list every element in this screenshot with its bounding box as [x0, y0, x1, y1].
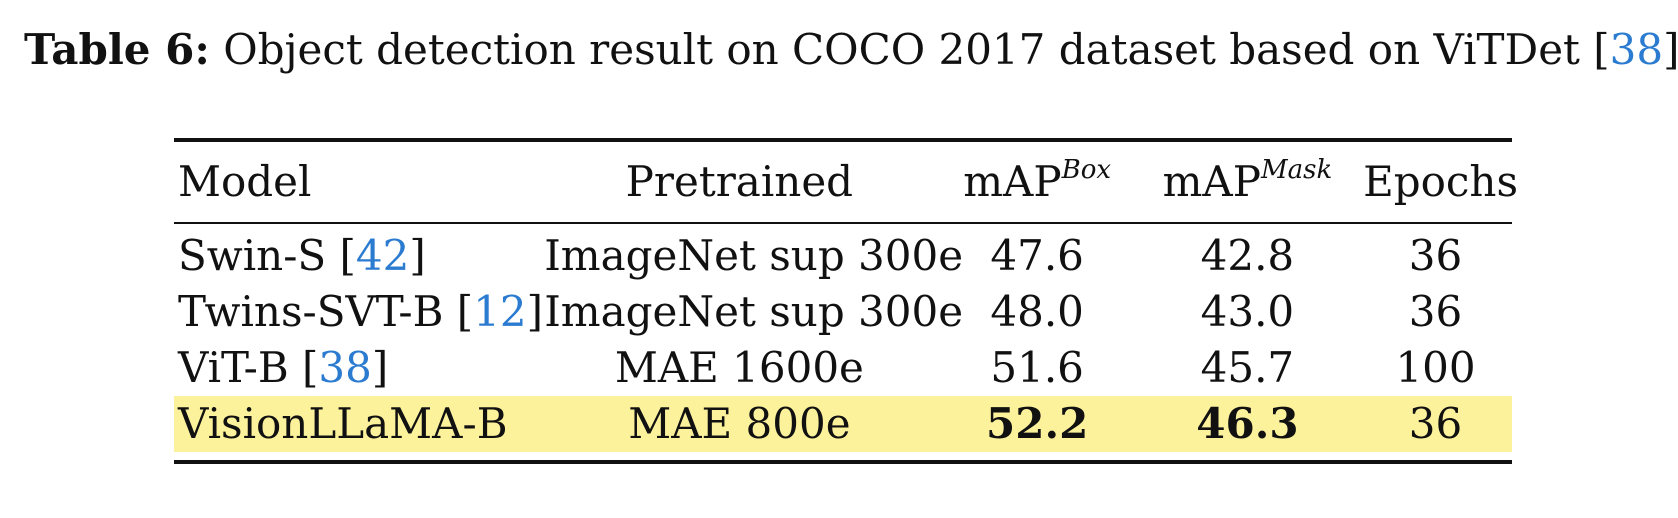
model-name: ViT-B [ [178, 343, 319, 392]
cell-map-box: 51.6 [990, 343, 1084, 392]
spacer [174, 452, 1512, 460]
cell-model: Swin-S [42] [174, 224, 540, 284]
cell-pretrained: MAE 1600e [614, 343, 864, 392]
header-map-box-label: mAP [963, 157, 1062, 206]
cell-model: VisionLLaMA-B [174, 396, 541, 452]
header-map-mask-label: mAP [1162, 157, 1261, 206]
header-map-mask-sup: Mask [1260, 155, 1333, 185]
cell-map-box: 48.0 [990, 287, 1084, 336]
citation-link[interactable]: 12 [473, 287, 527, 336]
results-table: Model Pretrained mAPBox mAPMask Epochs S… [174, 138, 1519, 464]
model-name: Twins-SVT-B [ [178, 287, 474, 336]
top-rule [174, 138, 1512, 142]
cell-pretrained: ImageNet sup 300e [544, 287, 964, 336]
cell-epochs: 100 [1395, 343, 1476, 392]
cell-epochs: 36 [1408, 231, 1463, 280]
caption-tail: ]. [1663, 25, 1678, 74]
table-row: ViT-B [38] MAE 1600e 51.6 45.7 100 [174, 340, 1512, 396]
model-name: Swin-S [ [178, 231, 356, 280]
header-map-box-sup: Box [1061, 155, 1112, 185]
caption-text: Object detection result on COCO 2017 dat… [209, 25, 1610, 74]
cell-map-box: 47.6 [990, 231, 1084, 280]
table-row-highlighted: VisionLLaMA-B MAE 800e 52.2 46.3 36 [174, 396, 1512, 452]
bracket: ] [526, 287, 544, 336]
bracket: ] [409, 231, 426, 280]
header-epochs: Epochs [1363, 157, 1519, 206]
header-map-mask: mAPMask [1136, 142, 1359, 222]
header-row: Model Pretrained mAPBox mAPMask Epochs [174, 142, 1519, 222]
cell-map-mask: 43.0 [1200, 287, 1295, 336]
cell-pretrained: ImageNet sup 300e [544, 231, 964, 280]
cell-epochs: 36 [1359, 396, 1512, 452]
cell-map-mask: 45.7 [1200, 343, 1295, 392]
table-row: Twins-SVT-B [12] ImageNet sup 300e 48.0 … [174, 284, 1512, 340]
cell-model: Twins-SVT-B [12] [174, 284, 544, 340]
citation-link[interactable]: 42 [355, 231, 410, 280]
header-pretrained: Pretrained [625, 157, 854, 206]
mid-rule [174, 222, 1512, 224]
cell-map-mask: 42.8 [1200, 231, 1295, 280]
citation-link[interactable]: 38 [318, 343, 372, 392]
caption-label: Table 6: [24, 25, 210, 74]
cell-model: ViT-B [38] [174, 340, 540, 396]
cell-pretrained: MAE 800e [540, 396, 939, 452]
table-row: Swin-S [42] ImageNet sup 300e 47.6 42.8 … [174, 224, 1512, 284]
table-caption: Table 6: Object detection result on COCO… [24, 22, 1678, 78]
header-map-box: mAPBox [939, 142, 1136, 222]
cell-map-box: 52.2 [938, 396, 1136, 452]
bottom-rule [174, 460, 1512, 464]
bracket: ] [371, 343, 389, 392]
cell-map-mask: 46.3 [1135, 396, 1360, 452]
cell-epochs: 36 [1408, 287, 1463, 336]
caption-citation-link[interactable]: 38 [1609, 25, 1664, 74]
header-model: Model [178, 157, 312, 206]
